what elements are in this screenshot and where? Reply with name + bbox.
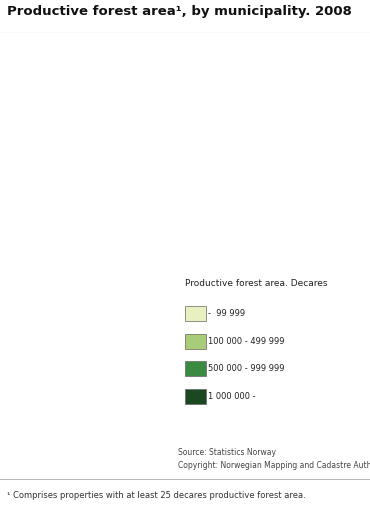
Text: Productive forest area. Decares: Productive forest area. Decares bbox=[185, 280, 327, 288]
Text: 500 000 - 999 999: 500 000 - 999 999 bbox=[208, 364, 285, 373]
Text: ¹ Comprises properties with at least 25 decares productive forest area.: ¹ Comprises properties with at least 25 … bbox=[7, 490, 306, 500]
Text: Source: Statistics Norway
Copyright: Norwegian Mapping and Cadastre Authority: Source: Statistics Norway Copyright: Nor… bbox=[178, 448, 370, 470]
FancyBboxPatch shape bbox=[185, 306, 206, 321]
FancyBboxPatch shape bbox=[185, 333, 206, 349]
Text: Productive forest area¹, by municipality. 2008: Productive forest area¹, by municipality… bbox=[7, 5, 352, 18]
FancyBboxPatch shape bbox=[185, 361, 206, 377]
FancyBboxPatch shape bbox=[185, 388, 206, 404]
Text: 100 000 - 499 999: 100 000 - 499 999 bbox=[208, 337, 285, 346]
Text: 1 000 000 -: 1 000 000 - bbox=[208, 392, 256, 401]
Text: -  99 999: - 99 999 bbox=[208, 309, 245, 319]
